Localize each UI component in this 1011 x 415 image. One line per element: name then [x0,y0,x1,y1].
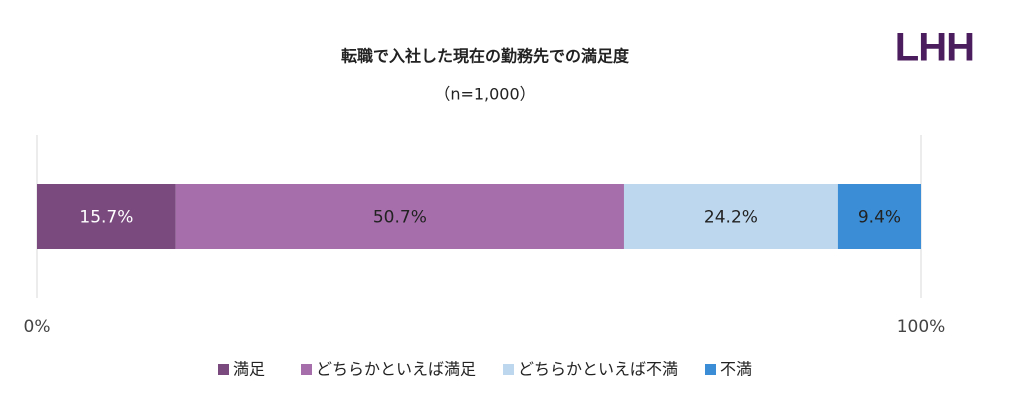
legend-label: どちらかといえば不満 [518,360,678,379]
logo: LHH [895,26,974,70]
bar-segment [837,184,921,249]
x-tick-label: 0% [24,317,51,337]
legend-label: どちらかといえば満足 [316,360,476,379]
value-label: 9.4% [858,208,901,228]
chart-title: 転職で入社した現在の勤務先での満足度 [341,47,630,66]
value-label: 24.2% [704,208,758,228]
bar-segment [37,184,176,249]
legend-swatch [218,364,229,375]
bar-segment [623,184,838,249]
legend-swatch [705,364,716,375]
value-label: 50.7% [373,208,427,228]
x-tick-label: 100% [897,317,946,337]
chart-subtitle: （n=1,000） [434,85,535,104]
legend-label: 満足 [233,360,265,379]
legend-label: 不満 [720,360,752,379]
legend-swatch [503,364,514,375]
bar-segment [175,184,624,249]
value-label: 15.7% [79,208,133,228]
legend-swatch [301,364,312,375]
